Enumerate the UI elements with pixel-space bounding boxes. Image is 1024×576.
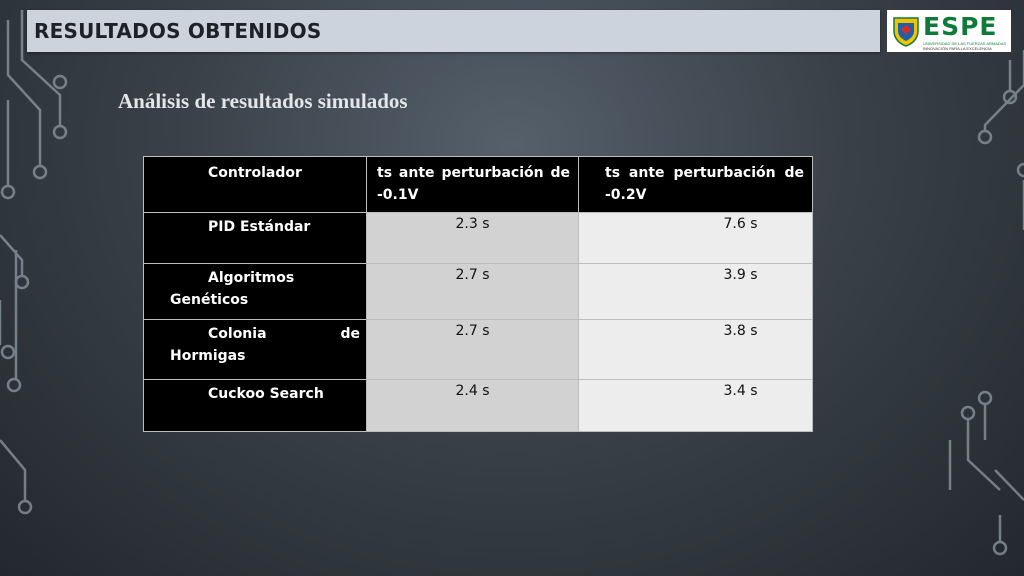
espe-logo: ESPE UNIVERSIDAD DE LAS FUERZAS ARMADAS …: [887, 10, 1011, 52]
table-row: Algoritmos Genéticos 2.7 s 3.9 s: [143, 263, 813, 320]
header-cell-ts-01: ts ante perturbación de -0.1V: [366, 156, 579, 213]
controller-cell: Cuckoo Search: [143, 379, 367, 432]
value-cell: 2.3 s: [366, 212, 579, 264]
table-row: Colonia de Hormigas 2.7 s 3.8 s: [143, 319, 813, 380]
results-table: Controlador ts ante perturbación de -0.1…: [143, 156, 813, 432]
header-cell-ts-02: ts ante perturbación de -0.2V: [578, 156, 813, 213]
crest-icon: [893, 17, 919, 47]
value-cell: 2.4 s: [366, 379, 579, 432]
circuit-trace: [6, 20, 42, 165]
value-cell: 3.8 s: [578, 319, 813, 380]
logo-tagline: INNOVACIÓN PARA LA EXCELENCIA: [923, 46, 992, 51]
logo-wordmark: ESPE: [923, 12, 998, 41]
table-row: PID Estándar 2.3 s 7.6 s: [143, 212, 813, 264]
header-cell-controller: Controlador: [143, 156, 367, 213]
value-cell: 3.9 s: [578, 263, 813, 320]
value-cell: 2.7 s: [366, 319, 579, 380]
value-cell: 7.6 s: [578, 212, 813, 264]
table-header-row: Controlador ts ante perturbación de -0.1…: [143, 156, 813, 213]
controller-cell: PID Estándar: [143, 212, 367, 264]
section-subtitle: Análisis de resultados simulados: [118, 89, 408, 113]
controller-cell: Algoritmos Genéticos: [143, 263, 367, 320]
table-row: Cuckoo Search 2.4 s 3.4 s: [143, 379, 813, 432]
value-cell: 3.4 s: [578, 379, 813, 432]
page-title: RESULTADOS OBTENIDOS: [34, 19, 322, 43]
value-cell: 2.7 s: [366, 263, 579, 320]
controller-cell: Colonia de Hormigas: [143, 319, 367, 380]
logo-subtitle: UNIVERSIDAD DE LAS FUERZAS ARMADAS: [923, 41, 1007, 46]
title-bar: RESULTADOS OBTENIDOS: [27, 10, 880, 52]
